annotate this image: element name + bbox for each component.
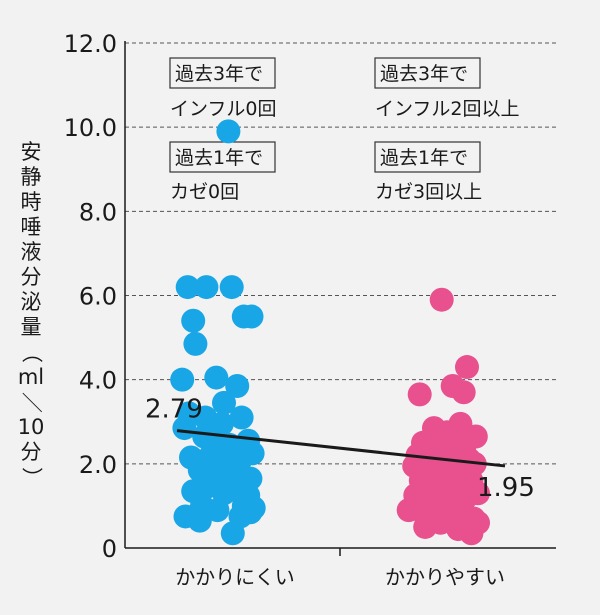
y-axis-label-char: 泌 xyxy=(20,290,42,314)
y-tick-label: 0 xyxy=(102,535,117,563)
y-axis-label-char: 量 xyxy=(20,315,42,339)
data-point xyxy=(238,500,263,525)
y-axis-label-char: 安 xyxy=(20,140,42,164)
data-point xyxy=(204,365,229,390)
annotation-right-period-1-box xyxy=(374,57,481,89)
data-point xyxy=(455,355,479,380)
data-point xyxy=(181,308,206,333)
data-point xyxy=(205,498,230,523)
y-axis-label: 安静時唾液分泌量（ml ／ 10 分） xyxy=(14,140,48,490)
data-point xyxy=(466,510,490,535)
data-point xyxy=(466,481,490,506)
x-tick-label: かかりやすい xyxy=(385,565,505,589)
data-point xyxy=(194,275,219,300)
y-axis-label-char: （ xyxy=(19,342,44,363)
annotation-left-period-2: 過去1年で xyxy=(175,147,263,169)
annotation-right-period-1: 過去3年で xyxy=(380,63,468,85)
x-tick-label: かかりにくい xyxy=(175,565,295,589)
data-point xyxy=(451,380,476,405)
trend-line xyxy=(176,429,506,468)
data-point xyxy=(212,390,236,415)
data-point xyxy=(170,367,195,392)
data-point xyxy=(229,405,254,430)
data-point xyxy=(216,119,241,144)
y-tick-label: 10.0 xyxy=(64,114,117,142)
y-axis-label-char: ml xyxy=(17,365,45,389)
trend-start-label: 2.79 xyxy=(145,395,203,425)
y-tick-label: 12.0 xyxy=(64,30,117,58)
y-axis-label-char: 静 xyxy=(20,165,42,189)
annotation-right-condition-1: インフル2回以上 xyxy=(375,98,520,120)
data-point xyxy=(220,521,245,546)
data-point xyxy=(429,287,454,312)
annotation-left-period-2-box xyxy=(169,141,276,173)
annotation-left-condition-2: カゼ0回 xyxy=(170,181,239,203)
annotation-right-condition-2: カゼ3回以上 xyxy=(375,181,482,203)
y-axis-label-char: 唾 xyxy=(20,215,42,239)
trend-end-label: 1.95 xyxy=(477,473,535,503)
data-point xyxy=(225,373,250,398)
y-tick-label: 6.0 xyxy=(79,283,117,311)
y-axis-label-char: 分 xyxy=(20,265,42,289)
data-point xyxy=(219,275,244,300)
data-point xyxy=(172,416,197,441)
annotation-left-period-1-box xyxy=(169,57,276,89)
y-axis-label-char: 10 xyxy=(17,415,45,439)
y-axis-label-char: 分 xyxy=(20,440,42,464)
y-tick-label: 8.0 xyxy=(79,198,117,226)
data-point xyxy=(175,275,200,300)
y-axis-label-char: 液 xyxy=(20,240,42,264)
y-axis-label-char: ） xyxy=(19,467,44,488)
data-point xyxy=(463,424,488,449)
y-tick-label: 4.0 xyxy=(79,367,117,395)
data-point xyxy=(239,304,264,329)
annotation-left-period-1: 過去3年で xyxy=(175,63,263,85)
data-point xyxy=(240,441,265,466)
y-axis-label-char: 時 xyxy=(20,190,42,214)
y-axis-label-char: ／ xyxy=(19,392,44,413)
y-tick-label: 2.0 xyxy=(79,451,117,479)
annotation-right-period-2-box xyxy=(374,141,481,173)
annotation-left-condition-1: インフル0回 xyxy=(170,98,277,120)
data-point xyxy=(187,508,212,533)
data-point xyxy=(407,382,432,407)
data-point xyxy=(183,331,208,356)
annotation-right-period-2: 過去1年で xyxy=(380,147,468,169)
